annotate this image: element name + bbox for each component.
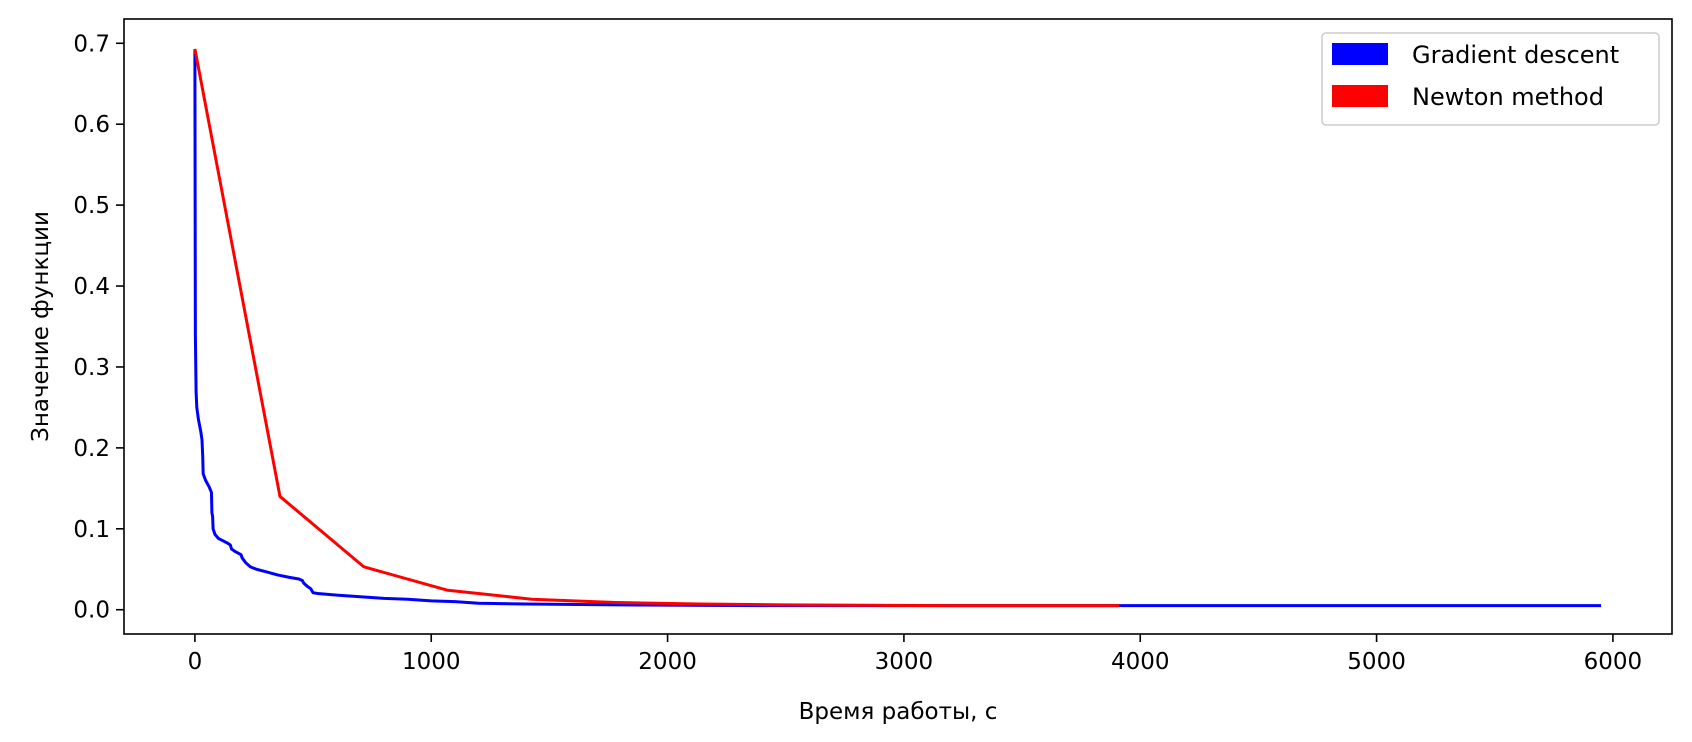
x-axis-label: Время работы, с xyxy=(799,699,998,725)
legend-label: Newton method xyxy=(1412,83,1604,111)
y-tick-label: 0.2 xyxy=(73,436,110,462)
y-tick-label: 0.7 xyxy=(73,31,110,57)
y-tick-label: 0.0 xyxy=(73,598,110,624)
series-layer xyxy=(193,48,1602,608)
y-tick-label: 0.3 xyxy=(73,355,110,381)
legend: Gradient descent Newton method xyxy=(1321,32,1660,126)
legend-label: Gradient descent xyxy=(1412,41,1619,69)
legend-swatch xyxy=(1332,43,1388,65)
y-tick-label: 0.5 xyxy=(73,193,110,219)
y-tick-label: 0.4 xyxy=(73,274,110,300)
legend-box xyxy=(1321,32,1660,126)
y-tick-label: 0.6 xyxy=(73,112,110,138)
x-tick-label: 1000 xyxy=(402,649,461,675)
x-tick-label: 0 xyxy=(188,649,203,675)
series-line-newton-method xyxy=(193,48,1119,608)
x-tick-label: 4000 xyxy=(1111,649,1170,675)
y-axis-label: Значение функции xyxy=(28,211,54,442)
y-tick-label: 0.1 xyxy=(73,517,110,543)
y-axis: 0.0 0.1 0.2 0.3 0.4 0.5 0.6 0.7 xyxy=(73,31,124,624)
plot-frame xyxy=(123,18,1673,635)
x-tick-label: 3000 xyxy=(875,649,934,675)
x-axis: 0 1000 2000 3000 4000 5000 6000 xyxy=(188,634,1643,675)
x-tick-label: 6000 xyxy=(1584,649,1643,675)
legend-swatch xyxy=(1332,85,1388,107)
x-tick-label: 5000 xyxy=(1347,649,1406,675)
x-tick-label: 2000 xyxy=(638,649,697,675)
series-line-gradient-descent xyxy=(193,48,1602,608)
